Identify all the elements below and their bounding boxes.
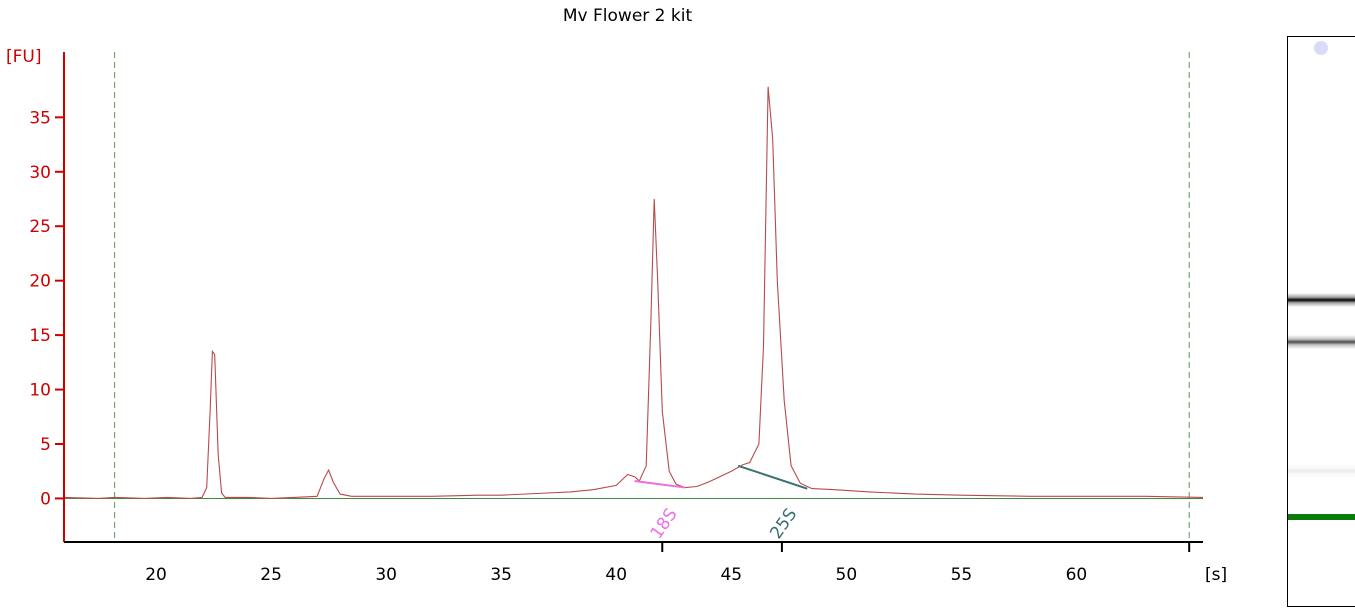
x-tick-label: 60 [1066,565,1088,585]
gel-lane [1287,36,1355,607]
chart-title: Mv Flower 2 kit [562,6,693,26]
y-tick-label: 25 [29,217,51,237]
y-tick-label: 30 [29,163,51,183]
x-axis-label: [s] [1205,565,1227,585]
y-tick-label: 20 [29,272,51,292]
x-tick-label: 30 [375,565,397,585]
x-tick-label: 50 [836,565,858,585]
gel-band [1288,513,1355,520]
peak-label-25S: 25S [766,505,801,543]
gel-band [1288,292,1355,307]
trace-line [63,86,1204,499]
y-tick-label: 35 [29,108,51,128]
peak-region-line-25S [737,464,808,490]
y-axis-label: [FU] [6,47,42,67]
x-tick-label: 40 [605,565,627,585]
y-tick-label: 15 [29,326,51,346]
well-dot-icon [1314,41,1328,55]
gel-band [1288,335,1355,350]
y-tick-label: 5 [40,435,51,455]
x-tick-label: 35 [490,565,512,585]
x-tick-label: 45 [720,565,742,585]
peak-region-line-18S [634,480,686,489]
electropherogram-chart: 18S 25S 0 5 10 15 20 25 30 35 [FU] 20 25 30 35 40 45 50 5… [6,47,1227,585]
peak-label-18S: 18S [647,505,682,543]
gel-band [1288,463,1355,478]
y-tick-label: 0 [40,489,51,509]
y-tick-label: 10 [29,381,51,401]
x-tick-label: 55 [951,565,973,585]
x-tick-label: 20 [145,565,167,585]
x-tick-label: 25 [260,565,282,585]
